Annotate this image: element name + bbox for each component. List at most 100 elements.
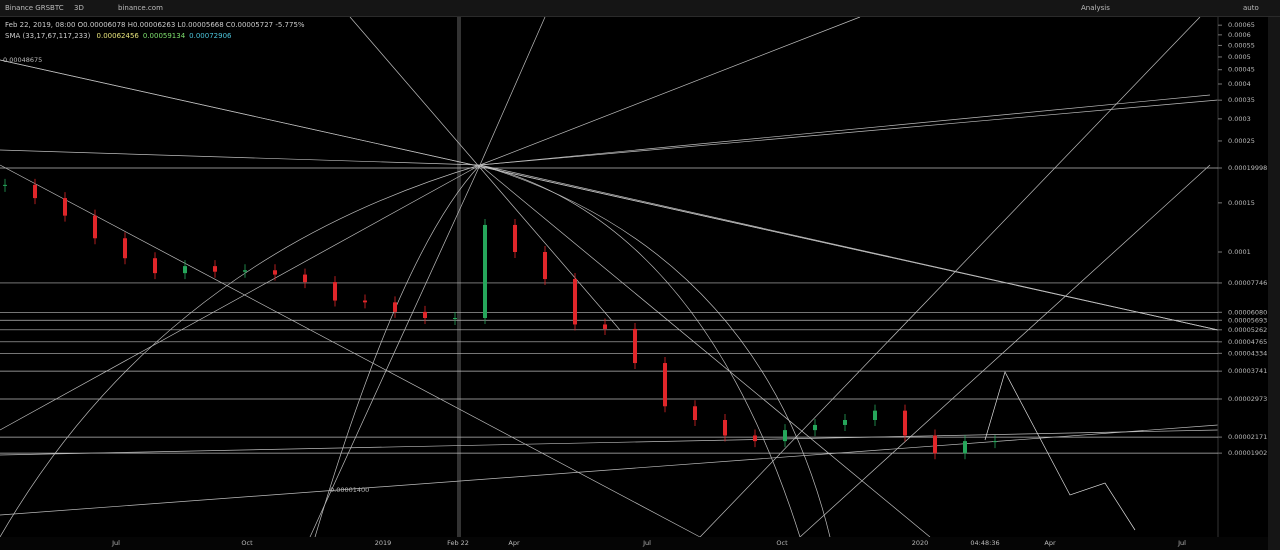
trend-line	[0, 429, 1219, 456]
price-label: 0.00045	[1228, 66, 1255, 74]
candle	[963, 441, 967, 454]
candle	[573, 279, 577, 325]
arc	[314, 164, 481, 538]
price-label: 0.00065	[1228, 21, 1255, 29]
fan-line	[0, 164, 701, 538]
time-label: Apr	[1044, 539, 1056, 547]
price-note: 0.00001400	[330, 486, 369, 494]
time-label: 2019	[375, 539, 392, 547]
source[interactable]: binance.com	[118, 4, 163, 12]
price-label: 0.00005262	[1228, 326, 1267, 334]
candle	[363, 300, 367, 303]
candle	[453, 318, 457, 320]
candle	[303, 274, 307, 283]
candle	[663, 363, 667, 407]
price-note: 0.00048675	[3, 56, 42, 64]
price-label: 0.00003741	[1228, 367, 1267, 375]
price-label: 0.0006	[1228, 31, 1251, 39]
price-label: 0.00019998	[1228, 164, 1267, 172]
price-labels: 0.00065 0.0006 0.00055 0.0005 0.00045 0.0004 0…	[0, 21, 1267, 457]
price-label: 0.0001	[1228, 248, 1251, 256]
time-label: 2020	[912, 539, 929, 547]
price-label: 0.00004765	[1228, 338, 1267, 346]
analysis[interactable]: Analysis	[1081, 4, 1110, 12]
candle	[813, 424, 817, 431]
price-label: 0.00015	[1228, 199, 1255, 207]
candle	[213, 266, 217, 272]
candle	[843, 420, 847, 425]
crosshair	[457, 17, 461, 537]
fan-line	[479, 99, 1219, 166]
ohlc: O0.00006078 H0.00006263 L0.00005668 C0.0…	[77, 21, 305, 29]
candle	[513, 224, 517, 252]
price-label: 0.00005693	[1228, 316, 1267, 324]
candle	[693, 406, 697, 420]
interval[interactable]: 3D	[74, 4, 84, 12]
fan-line	[309, 164, 481, 538]
sma-value: 0.00062456	[96, 32, 139, 40]
fan-line	[479, 16, 546, 166]
ohlc-legend: Feb 22, 2019, 08:00 O0.00006078 H0.00006…	[5, 21, 305, 29]
price-label: 0.00055	[1228, 41, 1255, 49]
candle	[993, 441, 997, 443]
time-axis	[0, 537, 1268, 550]
price-axis	[1218, 17, 1268, 537]
price-label: 0.0004	[1228, 80, 1251, 88]
symbol[interactable]: Binance GRSBTC	[5, 4, 64, 12]
fan-line	[0, 164, 481, 431]
sma-value: 0.00059134	[142, 32, 186, 40]
time-label: Jul	[642, 539, 651, 547]
candle	[603, 324, 607, 329]
candle	[33, 184, 37, 199]
toolbar: Binance GRSBTC 3D binance.com Analysis a…	[0, 0, 1280, 17]
fan-line	[479, 164, 931, 538]
price-label: 0.0005	[1228, 53, 1251, 61]
fan-line	[479, 94, 1211, 166]
candle	[423, 311, 427, 319]
arc	[479, 164, 801, 538]
candle	[123, 238, 127, 259]
candles	[3, 178, 997, 460]
price-label: 0.00006080	[1228, 308, 1267, 316]
candle	[903, 410, 907, 436]
time-label: Jul	[111, 539, 120, 547]
time-label: Jul	[1177, 539, 1186, 547]
sma-legend: SMA (33,17,67,117,233) 0.00062456 0.00059…	[5, 32, 231, 40]
candle	[483, 224, 487, 319]
fan-line	[0, 149, 481, 166]
candle	[933, 435, 937, 454]
candle	[243, 270, 247, 272]
price-label: 0.00007746	[1228, 279, 1267, 287]
time-label: 04:48:36	[970, 539, 999, 547]
price-label: 0.0003	[1228, 115, 1251, 123]
candle	[183, 266, 187, 274]
candle	[393, 302, 397, 312]
right-toolbar	[1268, 17, 1280, 550]
price-label: 0.00025	[1228, 137, 1255, 145]
projection	[984, 371, 1136, 531]
sma-label: SMA (33,17,67,117,233)	[5, 32, 91, 40]
fan-line	[479, 16, 861, 166]
fan-line	[0, 59, 1219, 331]
candle	[783, 430, 787, 442]
candle	[93, 215, 97, 239]
price-label: 0.00004334	[1228, 349, 1267, 357]
candle	[633, 328, 637, 364]
candle	[723, 420, 727, 436]
trend-line	[0, 424, 1219, 516]
time-label: Apr	[508, 539, 520, 547]
candle	[333, 282, 337, 301]
time-label: Oct	[776, 539, 788, 547]
price-label: 0.00035	[1228, 96, 1255, 104]
price-label: 0.00001902	[1228, 449, 1267, 457]
fan-line	[699, 16, 1201, 538]
candle	[543, 252, 547, 280]
fan-line	[799, 164, 1211, 538]
time-label: Oct	[241, 539, 253, 547]
auto[interactable]: auto	[1243, 4, 1259, 12]
candle	[153, 258, 157, 274]
candle	[273, 270, 277, 275]
